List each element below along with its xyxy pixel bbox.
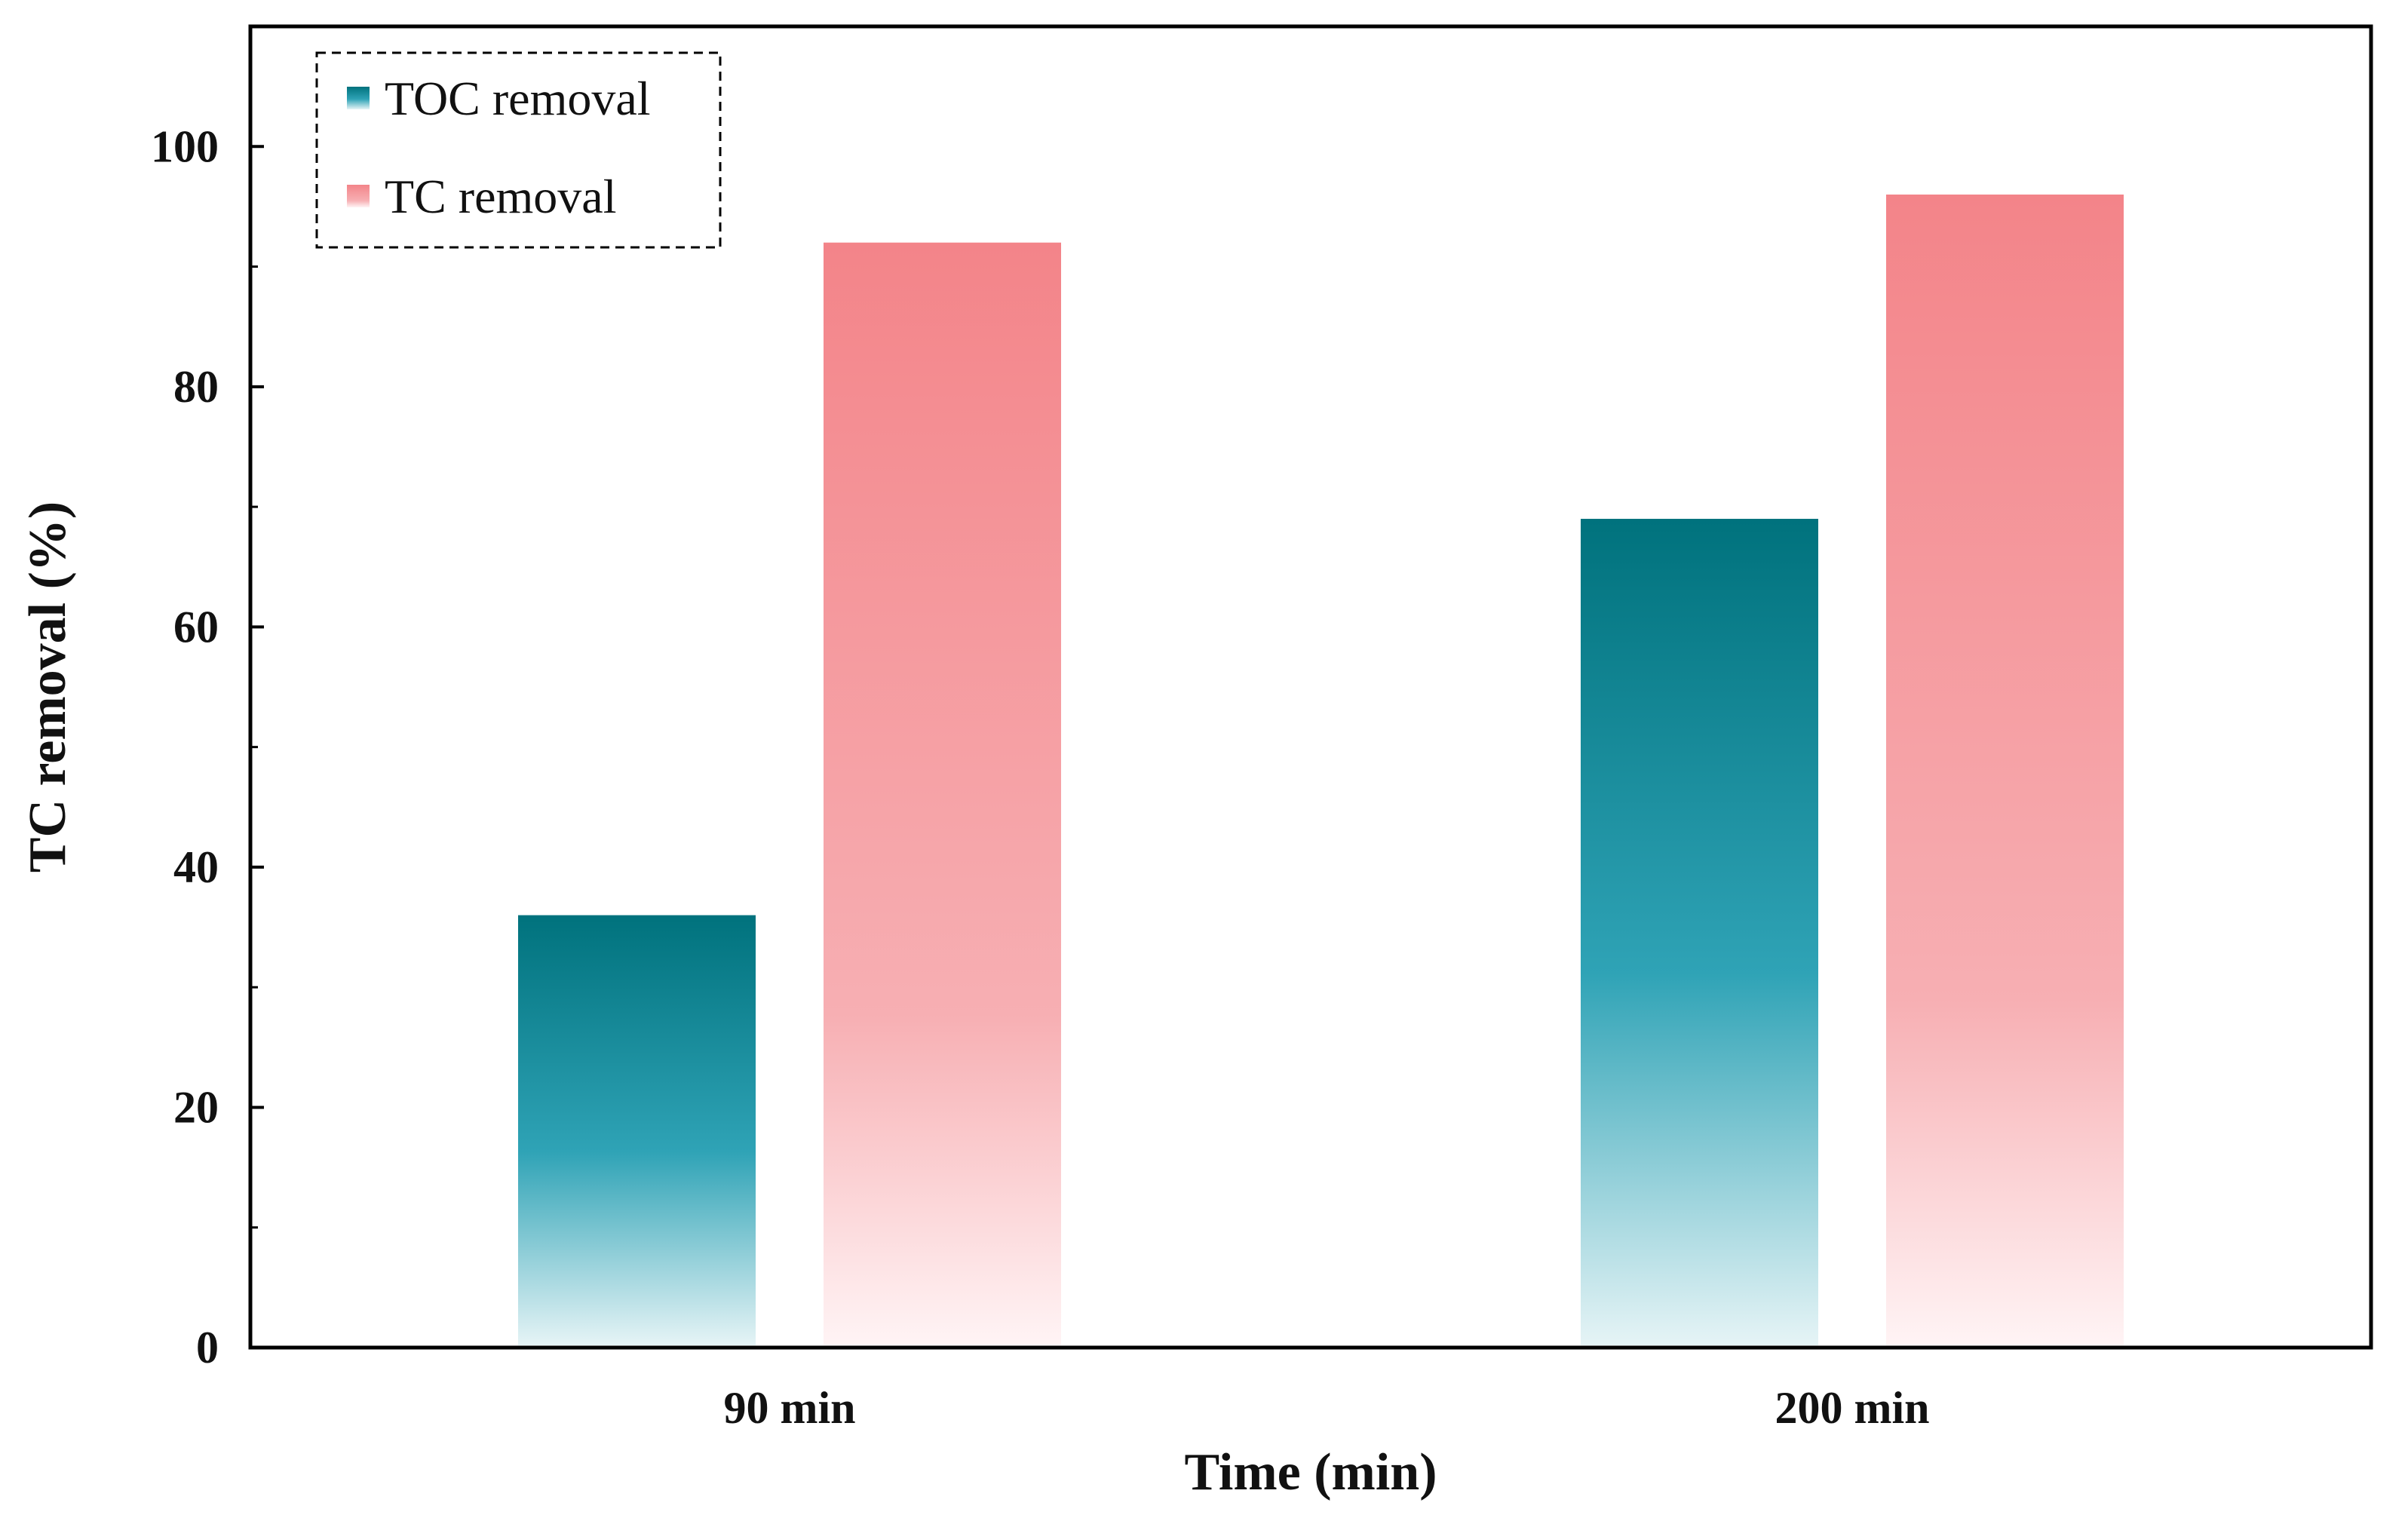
- y-tick-label: 60: [173, 602, 219, 652]
- y-tick-label: 100: [151, 121, 219, 171]
- bars-layer: [518, 194, 2124, 1345]
- bar-tc-1: [1886, 194, 2124, 1345]
- x-category-label: 90 min: [723, 1383, 855, 1433]
- y-axis-title: TC removal (%): [19, 501, 77, 873]
- legend-label-toc: TOC removal: [385, 72, 651, 125]
- x-axis: 90 min 200 min: [723, 1383, 1929, 1433]
- bar-toc-0: [518, 915, 756, 1345]
- legend-label-tc: TC removal: [385, 170, 616, 223]
- y-tick-label: 80: [173, 362, 219, 412]
- legend-box: [315, 51, 722, 249]
- y-tick-label: 20: [173, 1082, 219, 1132]
- x-axis-title: Time (min): [1184, 1443, 1437, 1501]
- legend: TOC removal TC removal: [315, 51, 722, 249]
- legend-swatch-tc: [347, 185, 370, 207]
- y-tick-label: 0: [196, 1323, 219, 1372]
- bar-tc-0: [824, 242, 1061, 1345]
- bar-toc-1: [1581, 519, 1818, 1345]
- y-axis: 0 20 40 60 80 100: [151, 25, 264, 1372]
- x-category-label: 200 min: [1775, 1383, 1929, 1433]
- y-tick-label: 40: [173, 842, 219, 892]
- plot-frame: [248, 24, 2373, 1350]
- legend-swatch-toc: [347, 87, 370, 109]
